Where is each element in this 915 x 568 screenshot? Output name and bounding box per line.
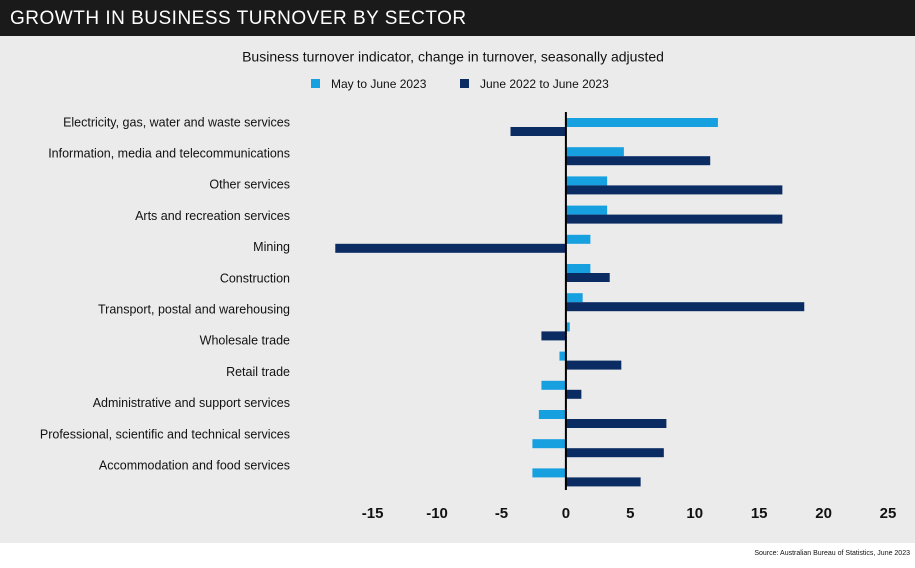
bar	[565, 273, 610, 282]
x-tick-label: -15	[362, 505, 384, 522]
category-label: Arts and recreation services	[135, 209, 290, 223]
category-label: Information, media and telecommunication…	[48, 146, 290, 160]
category-label: Professional, scientific and technical s…	[40, 427, 290, 441]
bar	[565, 360, 622, 370]
bar	[565, 156, 711, 166]
x-tick-label: 20	[815, 505, 832, 522]
x-tick-label: 5	[626, 505, 634, 522]
bar	[565, 302, 805, 312]
bar	[335, 243, 566, 253]
bar	[565, 293, 583, 303]
bar	[565, 118, 718, 127]
bar	[565, 234, 591, 244]
bar	[565, 214, 783, 224]
category-label: Wholesale trade	[200, 334, 290, 348]
header: GROWTH IN BUSINESS TURNOVER BY SECTOR	[10, 8, 467, 29]
plot-background	[0, 36, 915, 543]
x-tick-label: 15	[751, 505, 768, 522]
category-label: Electricity, gas, water and waste servic…	[63, 115, 290, 129]
bar	[532, 468, 566, 478]
bar	[541, 331, 566, 341]
bar	[565, 147, 624, 157]
category-label: Other services	[209, 178, 290, 192]
x-tick-label: 25	[880, 505, 897, 522]
x-tick-label: -5	[495, 505, 508, 522]
bar	[565, 389, 582, 399]
bar	[510, 127, 566, 136]
legend-swatch	[460, 79, 469, 88]
x-tick-label: 0	[562, 505, 570, 522]
bar	[565, 264, 591, 273]
category-label: Transport, postal and warehousing	[98, 302, 290, 316]
bar	[565, 477, 641, 487]
bar	[565, 176, 608, 186]
bar	[565, 205, 608, 215]
bar	[538, 410, 566, 419]
category-label: Accommodation and food services	[99, 458, 290, 472]
legend-swatch	[311, 79, 320, 88]
chart-title: Business turnover indicator, change in t…	[242, 49, 664, 65]
category-label: Mining	[253, 240, 290, 254]
bar	[565, 185, 783, 195]
category-label: Construction	[220, 271, 290, 285]
source: Source: Australian Bureau of Statistics,…	[754, 550, 910, 557]
bar	[532, 439, 566, 449]
header-bar	[0, 0, 915, 36]
category-label: Administrative and support services	[93, 396, 290, 410]
bar	[541, 380, 566, 390]
bar	[565, 448, 664, 458]
bar	[559, 351, 566, 361]
legend-label: June 2022 to June 2023	[480, 77, 609, 91]
x-tick-label: 10	[686, 505, 703, 522]
bar	[565, 419, 667, 428]
legend-label: May to June 2023	[331, 77, 427, 91]
x-tick-label: -10	[426, 505, 448, 522]
category-label: Retail trade	[226, 365, 290, 379]
bar	[565, 322, 570, 332]
